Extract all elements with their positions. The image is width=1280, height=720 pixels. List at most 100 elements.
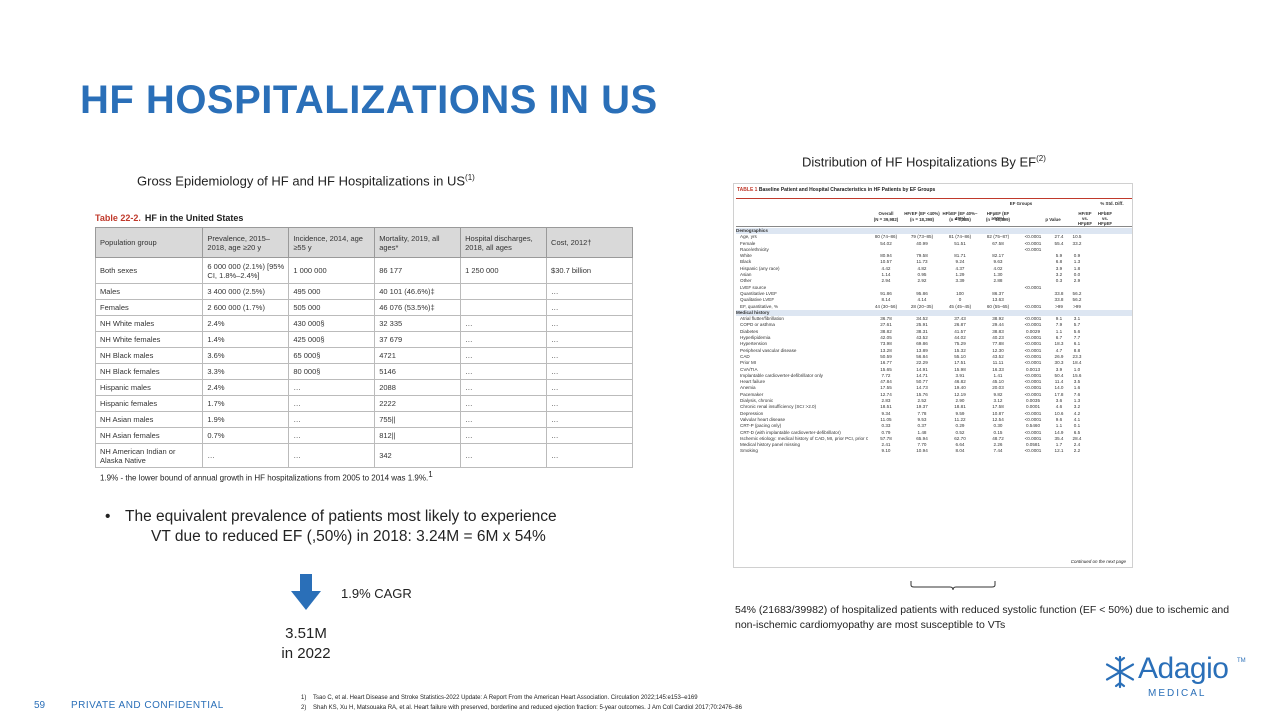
bullet-dot: •: [105, 508, 111, 525]
table2-cell: 20.03: [992, 385, 1004, 391]
table2-cell: 4.42: [881, 265, 891, 271]
table2-cell: 0.0013: [1025, 366, 1041, 372]
table2-cell: 10.5: [1072, 234, 1082, 240]
table2-cell: 14.73: [916, 385, 928, 391]
table2-cell: 0.29: [955, 423, 965, 429]
table1-cell: 4721: [374, 347, 462, 364]
table2-cell: 81.71: [954, 253, 966, 259]
table1-cell: …: [460, 331, 548, 348]
table2-cell: 35.4: [1054, 435, 1064, 441]
prevalence-bullet: • The equivalent prevalence of patients …: [105, 508, 557, 545]
table2-cell: 3.2: [1055, 272, 1063, 278]
table1-cell: 495 000: [288, 283, 376, 300]
table1-cell: Males: [94, 283, 204, 300]
table2-cell: 4.7: [1055, 347, 1063, 353]
table2-cell: <0.0001: [1024, 391, 1042, 397]
table2-row: Chronic renal insufficiency (SCr >2.0) 18…: [736, 404, 1132, 410]
table2-cell: 9.10: [881, 448, 891, 454]
table2-cell: Age, yrs: [740, 234, 757, 240]
table2-cell: 11.73: [916, 259, 928, 265]
table2-cell: <0.0001: [1024, 360, 1042, 366]
table2-cell: 10.87: [992, 410, 1004, 416]
table2-cell: <0.0001: [1024, 303, 1042, 309]
table1-cell: 755||: [374, 411, 462, 428]
table1-cell: NH American Indian or Alaska Native: [94, 443, 204, 468]
table2-cell: 0.3: [1055, 278, 1063, 284]
table2-cell: COPD or asthma: [740, 322, 775, 328]
table2-cell: 40.99: [916, 240, 928, 246]
table2-cell: 57.78: [880, 435, 892, 441]
table2-cell: 8.14: [881, 297, 891, 303]
table2-cell: <0.0001: [1024, 341, 1042, 347]
table2-cell: 22.29: [916, 360, 928, 366]
table2-cell: 36.78: [880, 316, 892, 322]
table1-cell: …: [546, 395, 633, 412]
table-row: NH Asian females 0.7%… 812||……: [94, 427, 633, 444]
table2-cell: 10.57: [880, 259, 892, 265]
table2-row: Heart failure 47.84 50.77 46.82 45.10 <0.0001…: [736, 379, 1132, 385]
bracket-brace: [910, 581, 996, 590]
logo-wordmark: Adagio: [1138, 652, 1229, 685]
table1-cell: 86 177: [374, 257, 462, 284]
table2-row: Age, yrs 80 (74–86) 79 (73–85) 81 (74–86) 82…: [736, 234, 1132, 240]
table1-cell: 812||: [374, 427, 462, 444]
table2-cell: 40.23: [992, 335, 1004, 341]
table2-cell: Quantitative LVEF: [740, 290, 777, 296]
table2-cell: 0: [958, 297, 962, 303]
table2-cell: 80 (74–86): [874, 234, 898, 240]
table2-cell: <0.0001: [1024, 284, 1042, 290]
table2-row: Demographics: [736, 228, 1132, 235]
table2-row: Smoking 9.10 10.94 8.04 7.44 <0.0001 12.1 2.2: [736, 448, 1132, 454]
table2-cell: 2.90: [955, 398, 965, 404]
table1-cell: …: [546, 299, 633, 316]
table2-cell: 17.58: [992, 404, 1004, 410]
table2-cell: 54.02: [880, 240, 892, 246]
table1-cell: …: [288, 427, 376, 444]
table2-cell: 26.9: [1054, 353, 1064, 359]
table1-cell: 1.4%: [202, 331, 290, 348]
reference-item: 1) Tsao C, et al. Heart Disease and Strok…: [301, 695, 698, 701]
table2-cell: Black: [740, 259, 752, 265]
lower-bound-note: 1.9% - the lower bound of annual growth …: [100, 470, 433, 483]
table2-cell: 16.77: [880, 360, 892, 366]
table2-cell: <0.0001: [1024, 353, 1042, 359]
table2-cell: 44.02: [954, 335, 966, 341]
table2-cell: 3.6: [1055, 398, 1063, 404]
right-conclusion-note: 54% (21683/39982) of hospitalized patien…: [735, 604, 1230, 631]
table2-cell: 2.92: [917, 278, 927, 284]
table1-cell: 1.9%: [202, 411, 290, 428]
table2-cell: 16.33: [992, 366, 1004, 372]
table2-cell: 2.94: [881, 278, 891, 284]
reference-item: 2) Shah KS, Xu H, Matsouaka RA, et al. He…: [301, 705, 742, 711]
table1-cell: Hispanic males: [94, 379, 204, 396]
table1-cell: …: [288, 443, 376, 468]
table2-cell: 3.2: [1073, 404, 1081, 410]
table2-cell: 2.83: [881, 398, 891, 404]
table2-cell: 38.82: [880, 328, 892, 334]
table1-cell: NH White males: [94, 315, 204, 332]
table1-cell: …: [546, 347, 633, 364]
table-row: NH White females 1.4% 425 000§ 37 679……: [94, 331, 633, 348]
table2-cell: 0.0001: [1025, 404, 1041, 410]
table2-row: Hyperlipidemia 42.05 43.52 44.02 40.23 <0.000…: [736, 335, 1132, 341]
table2-cell: 7.7: [1073, 335, 1081, 341]
table2-cell: 33.8: [1054, 290, 1064, 296]
table1-cell: …: [546, 411, 633, 428]
table2-cell: 0.15: [993, 429, 1003, 435]
table1-cell: …: [546, 363, 633, 380]
table1-cell: …: [546, 331, 633, 348]
table2-cell: Valvular heart disease: [740, 416, 786, 422]
table2-cell: 18.4: [1072, 360, 1082, 366]
table2-cell: 13.89: [916, 347, 928, 353]
table2-row: Race/ethnicity <0.0001: [736, 247, 1132, 253]
table2-cell: Chronic renal insufficiency (SCr >2.0): [740, 404, 817, 410]
table2-cell: Female: [740, 240, 756, 246]
table2-cell: 56.2: [1072, 297, 1082, 303]
table2-cell: LVEF source: [740, 284, 767, 290]
table2-cell: 11.11: [992, 360, 1004, 366]
table1-cell: 3.3%: [202, 363, 290, 380]
table2-cell: 30.3: [1054, 360, 1064, 366]
table2-cell: 5.9: [1055, 253, 1063, 259]
table1-cell: $30.7 billion: [546, 257, 633, 284]
table2-cell: 17.55: [880, 385, 892, 391]
